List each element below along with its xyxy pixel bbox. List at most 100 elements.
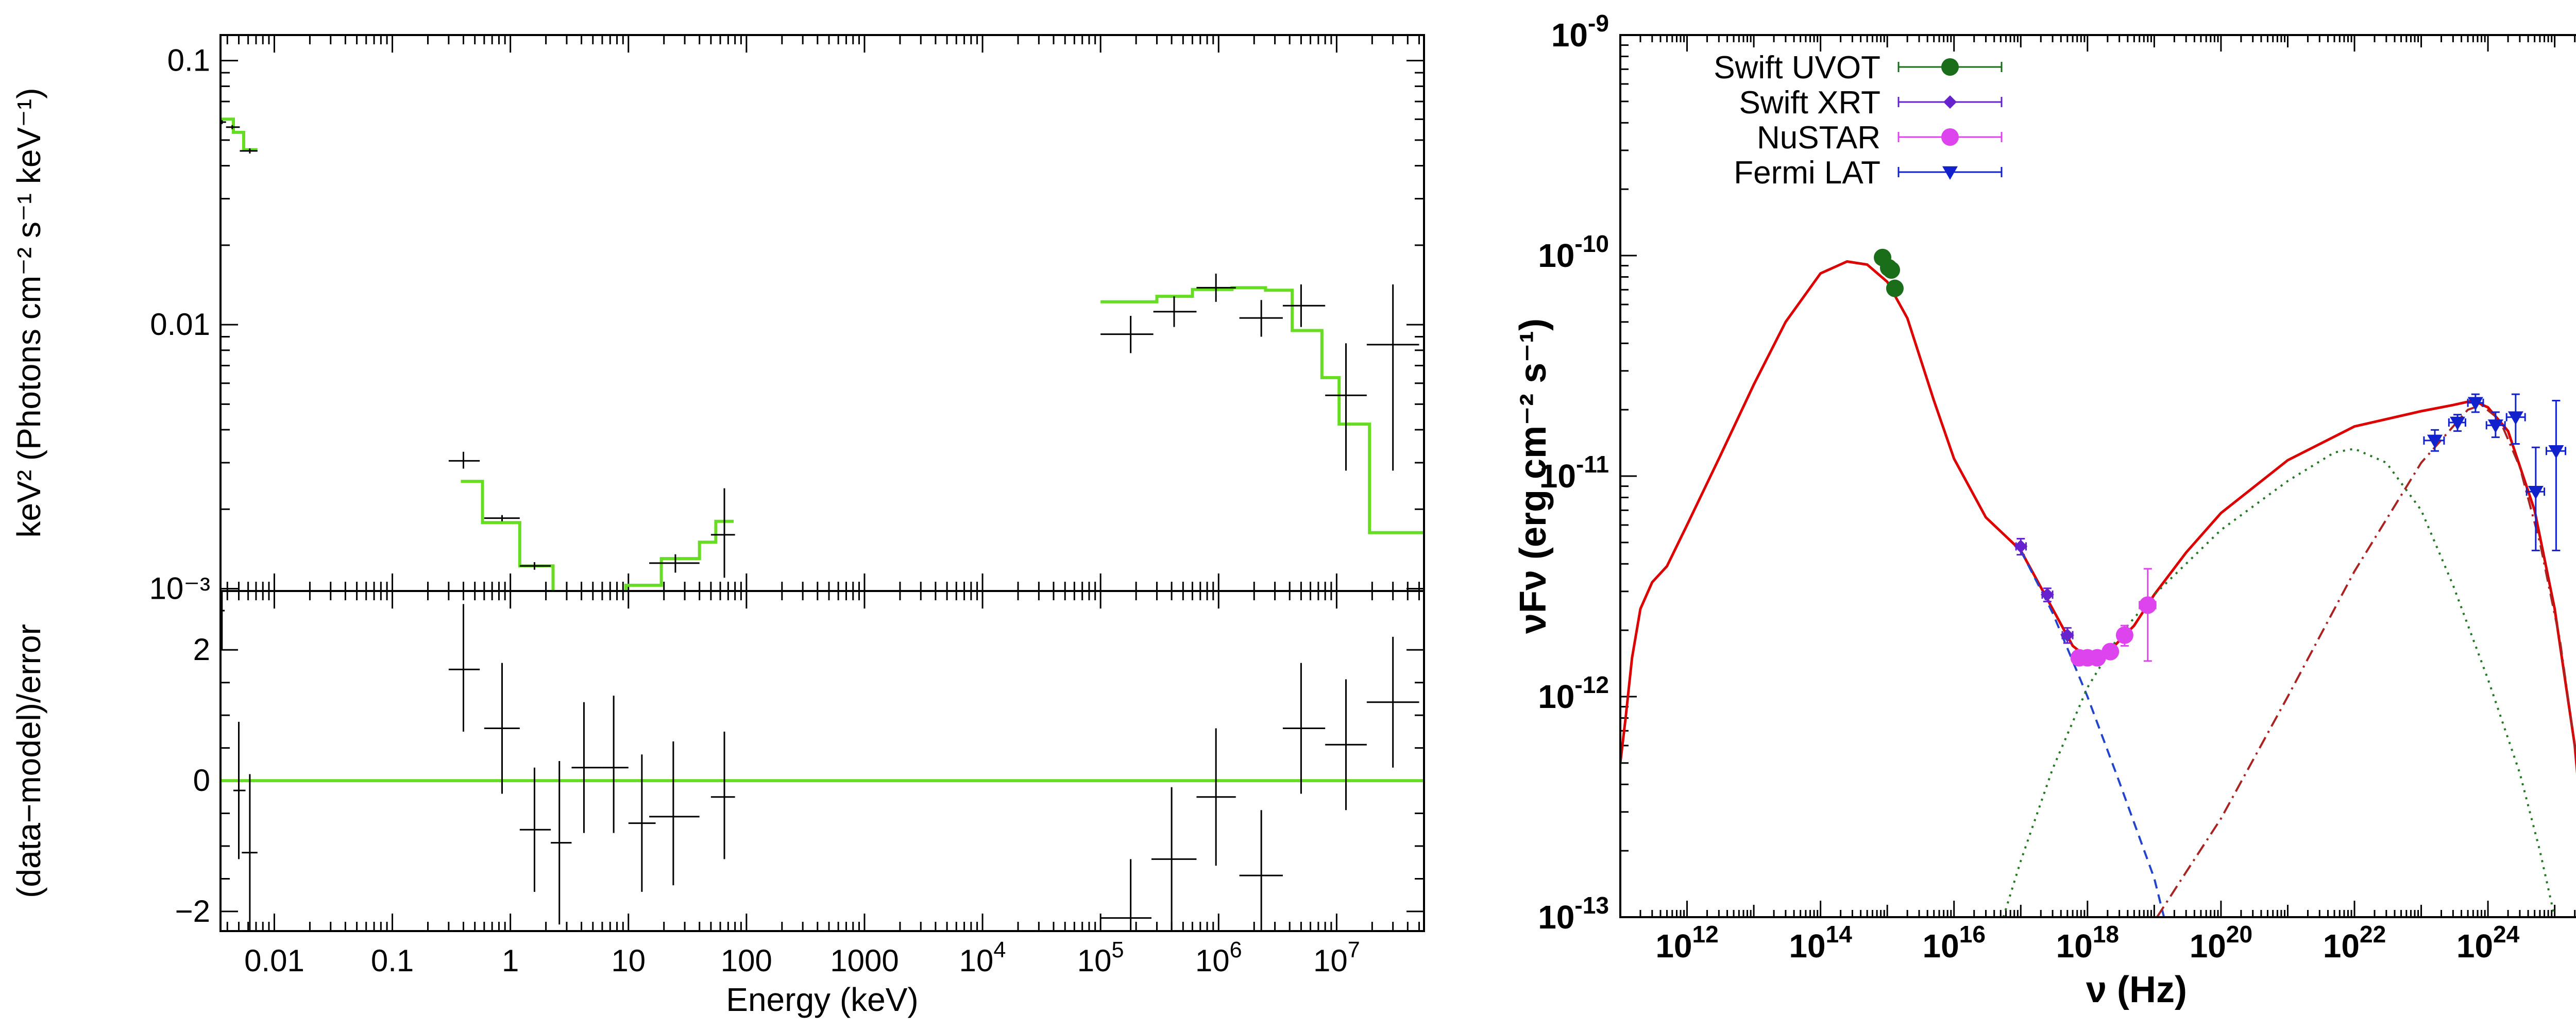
marker-diamond bbox=[1943, 95, 1957, 109]
x-tick-label: 104 bbox=[959, 938, 1006, 978]
data-point bbox=[2060, 627, 2074, 644]
data-point bbox=[649, 554, 700, 573]
left-top-y-axis-label: keV² (Photons cm⁻² s⁻¹ keV⁻¹) bbox=[10, 88, 47, 537]
marker-triangle-down bbox=[2548, 445, 2564, 459]
legend-label: NuSTAR bbox=[1757, 120, 1880, 156]
residual-point bbox=[242, 774, 258, 931]
data-point bbox=[2505, 393, 2526, 445]
x-tick-label: 1 bbox=[502, 943, 519, 978]
model-step-line bbox=[1100, 286, 1424, 534]
marker-triangle-down bbox=[2427, 434, 2443, 448]
residual-point bbox=[1325, 679, 1367, 811]
residual-point bbox=[551, 761, 572, 925]
x-tick-label: 1020 bbox=[2190, 921, 2252, 965]
right-x-tick-labels: 10121014101610181020102210241026 bbox=[1655, 921, 2520, 965]
model-step-line bbox=[221, 117, 258, 151]
residual-point bbox=[628, 754, 656, 892]
marker-circle bbox=[2102, 643, 2120, 661]
series-nustar bbox=[2070, 568, 2157, 667]
legend-label: Swift XRT bbox=[1739, 85, 1880, 121]
x-tick-label: 105 bbox=[1077, 938, 1124, 978]
residual-point bbox=[571, 702, 602, 833]
residual-point bbox=[1100, 859, 1152, 931]
residual-point bbox=[649, 741, 700, 886]
data-point bbox=[2485, 411, 2506, 438]
data-point bbox=[1100, 315, 1154, 353]
y-tick-label: 10-11 bbox=[1539, 451, 1609, 495]
left-bottom-y-tick-labels: 2 0 −2 bbox=[175, 632, 210, 928]
x-tick-label: 107 bbox=[1313, 938, 1360, 978]
data-point bbox=[221, 120, 226, 124]
model-curve-solid bbox=[1620, 260, 2576, 774]
left-top-y-tick-labels: 0.1 0.01 10⁻³ bbox=[149, 43, 210, 606]
y-tick-label: 2 bbox=[193, 632, 210, 667]
series-swift-xrt bbox=[2014, 538, 2074, 644]
right-y-tick-labels: 10-9 10-10 10-11 10-12 10-13 bbox=[1538, 10, 1609, 936]
marker-circle bbox=[2139, 596, 2157, 614]
left-bottom-ticks bbox=[221, 591, 1424, 931]
residual-point bbox=[1366, 636, 1419, 768]
y-tick-label: −2 bbox=[175, 894, 210, 928]
left-x-axis-label: Energy (keV) bbox=[726, 981, 918, 1018]
data-point bbox=[2423, 429, 2445, 452]
marker-circle bbox=[1941, 58, 1959, 76]
data-point bbox=[448, 451, 480, 469]
legend-entry: Swift XRT bbox=[1739, 85, 2003, 121]
right-sed-panel: 10-9 10-10 10-11 10-12 10-13 1012 1014 1016 101… bbox=[1513, 10, 2576, 1010]
data-point bbox=[1883, 261, 1901, 279]
model-step-line bbox=[624, 519, 734, 591]
data-point bbox=[1325, 343, 1367, 471]
data-point bbox=[2448, 414, 2466, 432]
legend-entry: NuSTAR bbox=[1757, 120, 2003, 156]
series-fermi-lat bbox=[2423, 393, 2567, 551]
marker-diamond bbox=[2060, 628, 2074, 642]
y-tick-label: 10⁻³ bbox=[149, 571, 210, 606]
residual-point bbox=[484, 663, 520, 794]
x-tick-label: 1014 bbox=[1789, 921, 1852, 965]
data-point bbox=[2040, 587, 2054, 602]
marker-diamond bbox=[2014, 539, 2028, 553]
right-x-axis-label: ν (Hz) bbox=[2086, 969, 2187, 1010]
data-point bbox=[2139, 568, 2157, 662]
residual-point bbox=[1282, 663, 1326, 794]
marker-circle bbox=[1883, 261, 1901, 279]
data-point bbox=[2526, 446, 2546, 551]
right-frame bbox=[1619, 34, 2576, 918]
left-top-ticks bbox=[221, 35, 1424, 591]
marker-triangle-down bbox=[2450, 416, 2466, 430]
data-point bbox=[1153, 296, 1197, 327]
left-top-plot-area bbox=[221, 117, 1424, 591]
series-swift-uvot bbox=[1874, 248, 1904, 297]
y-tick-label: 10-13 bbox=[1538, 892, 1609, 936]
data-point bbox=[2088, 649, 2106, 667]
model-curve-dotted bbox=[2002, 447, 2556, 917]
x-tick-label: 1024 bbox=[2456, 921, 2520, 965]
data-point bbox=[1239, 300, 1283, 337]
marker-triangle-down bbox=[2467, 397, 2483, 411]
residual-point bbox=[519, 767, 551, 892]
marker-circle bbox=[1886, 279, 1904, 297]
marker-circle bbox=[1941, 128, 1959, 146]
left-bottom-plot-area bbox=[221, 591, 1424, 931]
marker-circle bbox=[2088, 649, 2106, 667]
data-point bbox=[1196, 274, 1236, 302]
data-point bbox=[2545, 399, 2567, 551]
right-y-axis-label: νFν (erg cm⁻² s⁻¹) bbox=[1513, 318, 1554, 634]
marker-diamond bbox=[2040, 588, 2054, 602]
marker-triangle-down bbox=[2487, 419, 2503, 433]
data-point bbox=[1886, 279, 1904, 297]
data-point bbox=[1282, 284, 1326, 327]
left-spectrum-panel: 0.1 0.01 10⁻³ 2 0 −2 0.01 0.1 1 10 100 1000 104 105… bbox=[10, 34, 1425, 1018]
left-bottom-y-axis-label: (data−model)/error bbox=[10, 624, 47, 898]
data-point bbox=[710, 488, 735, 578]
x-tick-label: 0.01 bbox=[244, 943, 304, 978]
data-point bbox=[2102, 643, 2120, 661]
x-tick-label: 1012 bbox=[1655, 921, 1718, 965]
x-tick-label: 1018 bbox=[2056, 921, 2119, 965]
x-tick-label: 1016 bbox=[1923, 921, 1986, 965]
x-tick-label: 10 bbox=[611, 943, 646, 978]
y-tick-label: 10-10 bbox=[1538, 230, 1609, 274]
y-tick-label: 0.01 bbox=[150, 307, 210, 342]
